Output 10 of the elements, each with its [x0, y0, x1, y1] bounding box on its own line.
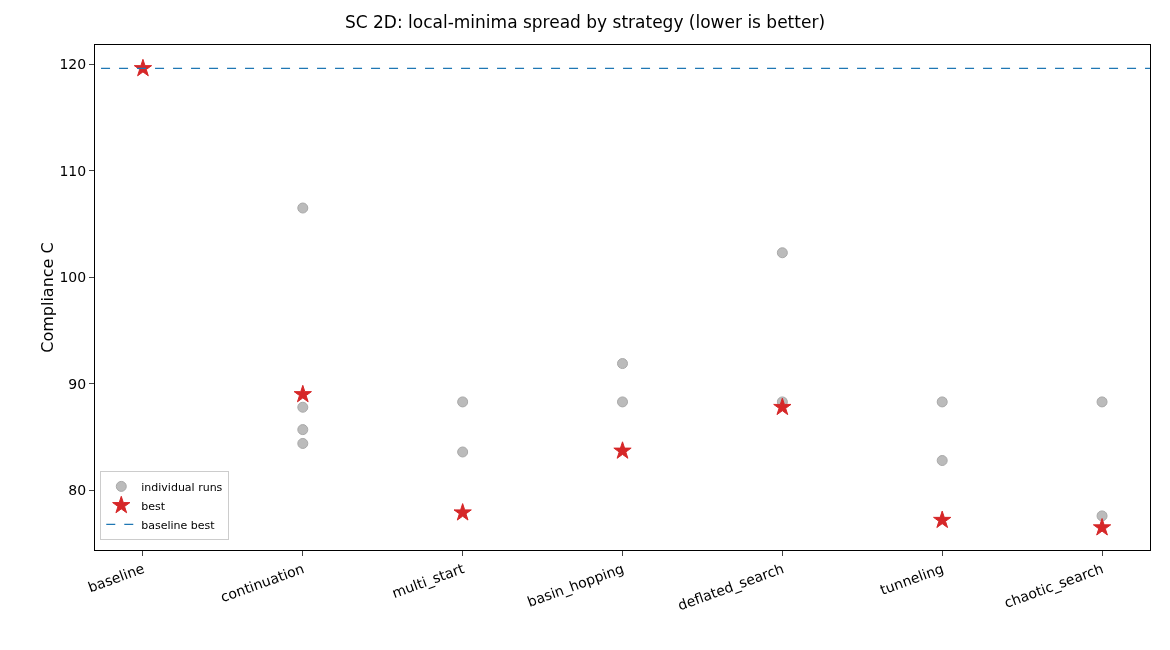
- y-tick-label: 100: [59, 269, 87, 286]
- y-tick-label: 110: [59, 162, 87, 179]
- y-tick-label: 80: [68, 482, 87, 499]
- legend-label: baseline best: [141, 518, 216, 532]
- legend-label: best: [141, 499, 166, 513]
- y-tick-label: 120: [59, 56, 87, 73]
- y-tick-label: 90: [68, 375, 87, 392]
- y-axis-title: Compliance C: [38, 242, 57, 353]
- chart-title: SC 2D: local-minima spread by strategy (lower is better): [344, 12, 826, 33]
- legend-label: individual runs: [141, 480, 223, 494]
